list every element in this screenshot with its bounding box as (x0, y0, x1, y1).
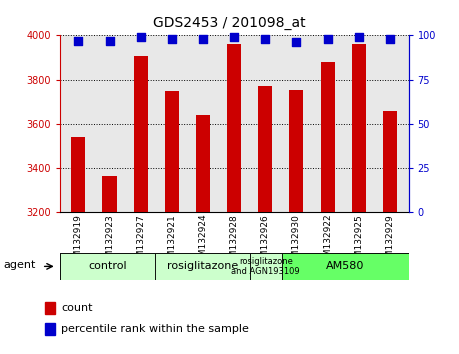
Bar (45, 302, 55, 314)
Text: GDS2453 / 201098_at: GDS2453 / 201098_at (153, 16, 306, 30)
Point (293, 40, 300, 45)
Point (137, 34, 144, 40)
Bar (289, 90, 303, 212)
Text: rosiglitazone
and AGN193109: rosiglitazone and AGN193109 (231, 257, 300, 276)
Bar (102, 176, 117, 212)
Text: percentile rank within the sample: percentile rank within the sample (61, 324, 249, 334)
Bar (282, 253, 409, 280)
Point (199, 36, 207, 42)
Bar (71, 137, 85, 212)
Point (386, 36, 393, 42)
Bar (165, 91, 179, 212)
Bar (250, 253, 282, 280)
Bar (352, 44, 366, 212)
Text: control: control (88, 261, 127, 272)
Point (262, 36, 269, 42)
Text: rosiglitazone: rosiglitazone (167, 261, 238, 272)
Bar (320, 62, 335, 212)
Bar (45, 323, 55, 335)
Bar (227, 44, 241, 212)
Point (75, 38, 82, 44)
Bar (196, 115, 210, 212)
Bar (155, 253, 250, 280)
Text: AM580: AM580 (326, 261, 364, 272)
Bar (134, 56, 148, 212)
Bar (258, 86, 272, 212)
Point (230, 34, 238, 40)
Bar (60, 253, 155, 280)
Bar (383, 110, 397, 212)
Text: count: count (61, 303, 92, 313)
Point (324, 36, 331, 42)
Point (355, 34, 362, 40)
Text: agent: agent (3, 260, 35, 270)
Point (106, 38, 113, 44)
Point (168, 36, 175, 42)
